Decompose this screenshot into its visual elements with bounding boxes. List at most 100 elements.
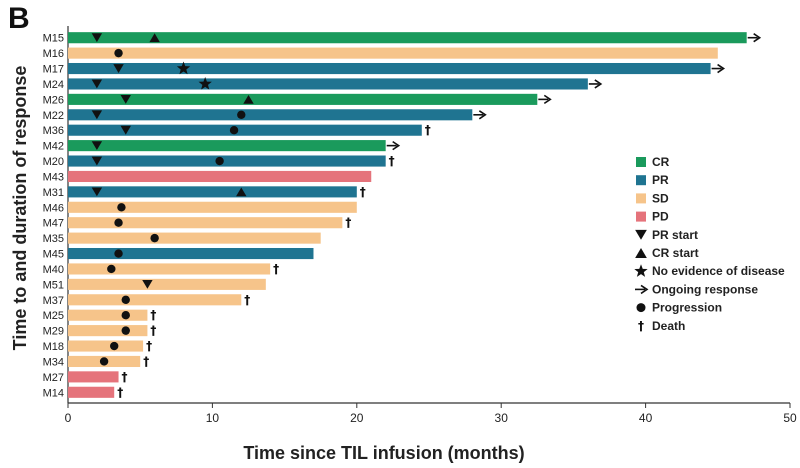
row-label-m17: M17 (43, 64, 64, 76)
arrow-head (594, 79, 603, 89)
death-marker: † (273, 262, 279, 276)
death-marker: † (117, 385, 123, 399)
legend-ongoing-icon (635, 284, 649, 295)
row-label-m37: M37 (43, 295, 64, 307)
row-label-m26: M26 (43, 94, 64, 106)
row-label-m42: M42 (43, 141, 64, 153)
pr-start-marker (120, 94, 131, 104)
row-label-m45: M45 (43, 249, 64, 261)
row-label-m35: M35 (43, 233, 64, 245)
x-tick-label: 10 (206, 411, 220, 425)
cr-start-marker (149, 33, 160, 43)
progression-marker (121, 311, 130, 320)
legend-cr-start-label: CR start (652, 246, 699, 260)
progression-marker (121, 326, 130, 335)
death-marker: † (146, 339, 152, 353)
row-label-m36: M36 (43, 125, 64, 137)
legend-pr-start-icon (635, 229, 647, 240)
progression-marker (114, 249, 123, 258)
legend-progression-label: Progression (652, 301, 722, 315)
bar-m31 (68, 186, 357, 198)
x-tick-label: 30 (495, 411, 509, 425)
row-label-m46: M46 (43, 202, 64, 214)
bar-m36 (68, 124, 422, 136)
row-label-m43: M43 (43, 171, 64, 183)
progression-marker (229, 126, 239, 135)
arrow-head (753, 33, 762, 43)
death-marker: † (345, 216, 351, 230)
progression-marker (99, 357, 109, 366)
ongoing-arrow-marker (711, 63, 726, 74)
pr-start-marker (113, 64, 124, 73)
row-label-m29: M29 (43, 326, 64, 338)
x-tick-label: 0 (65, 411, 72, 425)
panel-label: B (8, 2, 30, 35)
row-label-m18: M18 (43, 341, 64, 353)
legend-CR-label: CR (652, 155, 670, 169)
x-tick-label: 20 (350, 411, 364, 425)
bar-m37 (68, 294, 242, 306)
row-label-m34: M34 (43, 356, 64, 368)
bar-m25 (68, 309, 148, 321)
ongoing-arrow-marker (747, 33, 762, 43)
bar-m46 (68, 201, 357, 213)
arrow-head (640, 284, 649, 295)
arrow-head (543, 94, 552, 105)
legend-PD-label: PD (652, 210, 669, 224)
ned-star-marker (198, 76, 212, 90)
legend-SD-label: SD (652, 191, 669, 205)
pr-start-marker (91, 79, 103, 89)
bar-m29 (68, 325, 148, 337)
row-label-m40: M40 (43, 264, 64, 276)
pr-start-marker (142, 279, 153, 289)
row-label-m27: M27 (43, 372, 64, 384)
cr-start-marker (236, 187, 247, 197)
legend-pr-start-label: PR start (652, 228, 698, 242)
legend-PD-swatch (636, 211, 646, 222)
x-axis-title: Time since TIL infusion (months) (243, 443, 524, 463)
bar-m42 (68, 140, 386, 152)
death-marker: † (244, 293, 250, 307)
row-label-m51: M51 (43, 279, 64, 291)
bar-m35 (68, 232, 321, 244)
progression-marker (150, 233, 159, 243)
bars (68, 32, 747, 398)
row-label-m20: M20 (43, 156, 64, 168)
pr-start-marker (91, 187, 103, 197)
legend-death-label: Death (652, 319, 685, 333)
progression-marker (237, 110, 246, 119)
legend-progression-icon (636, 303, 646, 313)
progression-marker (121, 295, 130, 304)
death-marker: † (150, 324, 156, 338)
legend-PR-swatch (636, 175, 646, 186)
pr-start-marker (91, 33, 103, 43)
pr-start-marker (120, 125, 131, 135)
bar-m15 (68, 32, 747, 44)
bar-m14 (68, 386, 115, 398)
row-label-m24: M24 (43, 79, 64, 91)
bar-m45 (68, 247, 314, 260)
row-label-m22: M22 (43, 110, 64, 122)
ongoing-arrow-marker (538, 94, 552, 105)
progression-marker (114, 218, 123, 227)
bar-m40 (68, 263, 271, 275)
progression-marker (117, 203, 126, 212)
death-marker: † (122, 370, 128, 384)
progression-marker (110, 341, 119, 351)
pr-start-marker (91, 156, 103, 166)
death-marker: † (425, 123, 431, 137)
y-axis-title: Time to and duration of response (10, 66, 30, 351)
row-label-m25: M25 (43, 310, 64, 322)
legend-death-icon: † (638, 319, 644, 333)
legend-ned-icon (634, 264, 648, 277)
markers: †††††††††††† (91, 33, 762, 399)
bar-m47 (68, 217, 343, 229)
bar-m27 (68, 371, 119, 383)
row-label-m15: M15 (43, 33, 64, 45)
arrow-head (717, 63, 726, 74)
pr-start-marker (91, 141, 103, 151)
legend: CR PR SD PD PR start CR start No evidence of d… (634, 155, 785, 333)
bar-m22 (68, 109, 473, 121)
